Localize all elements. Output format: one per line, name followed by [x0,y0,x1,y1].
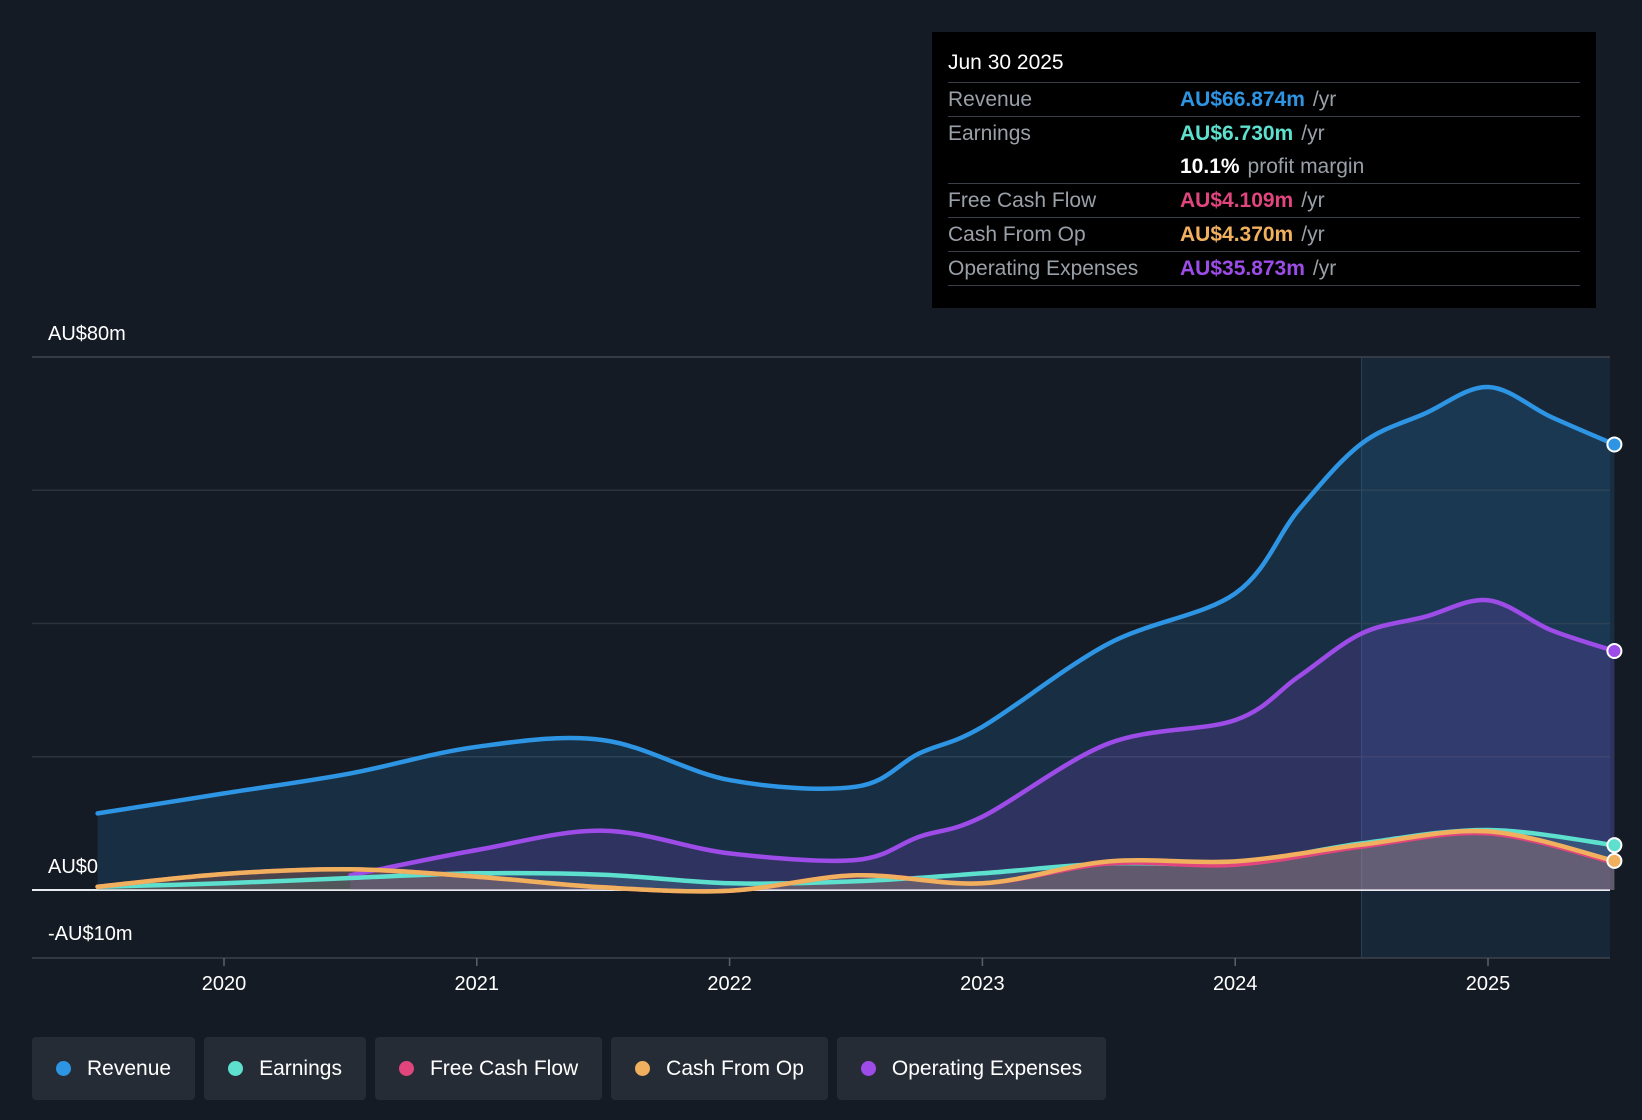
x-tick-label: 2020 [202,973,247,995]
tooltip-unit: /yr [1301,188,1325,212]
legend-item-revenue[interactable]: Revenue [32,1037,196,1100]
tooltip-label: Operating Expenses [948,256,1139,280]
tooltip-label: Revenue [948,87,1033,111]
y-label-top: AU$80m [48,323,126,345]
tooltip-row-profit-margin: 10.1% profit margin [948,150,1580,183]
x-tick-label: 2021 [455,973,500,995]
legend-dot-icon [635,1061,651,1076]
tooltip-value: AU$35.873m [1180,256,1305,280]
legend-label: Earnings [259,1056,342,1080]
tooltip-value: AU$66.874m [1180,87,1305,111]
legend-dot-icon [56,1061,71,1076]
legend-dot-icon [860,1061,876,1076]
y-label-zero: AU$0 [48,856,98,878]
area-opex [350,599,1615,890]
legend-item-free-cash-flow[interactable]: Free Cash Flow [374,1037,603,1100]
gridlines [32,356,1610,959]
legend-item-cash-from-op[interactable]: Cash From Op [611,1037,828,1100]
x-tick-label: 2022 [707,973,752,995]
x-tick-label: 2023 [960,973,1005,995]
line-cfo [95,828,1617,894]
legend-label: Cash From Op [666,1056,804,1080]
tooltip-value: 10.1% [1180,154,1240,178]
y-label-bottom: -AU$10m [48,923,132,945]
tooltip-value: AU$4.370m [1180,222,1294,246]
tooltip-unit: /yr [1301,222,1325,246]
tooltip-label: Earnings [948,121,1031,145]
tooltip-label: Free Cash Flow [948,188,1097,212]
highlight-band [1361,357,1610,958]
tooltip-divider [948,285,1580,286]
legend-dot-icon [398,1061,414,1076]
tooltip-row-free-cash-flow: Free Cash Flow AU$4.109m /yr [948,183,1580,217]
x-tick-label: 2025 [1466,973,1511,995]
legend-label: Operating Expenses [891,1056,1083,1080]
x-axis: 2020 2021 2022 2023 2024 2025 [202,958,1511,995]
end-dot-cfo [1606,852,1623,869]
area-revenue [97,386,1615,890]
x-tick-label: 2024 [1213,973,1258,995]
legend-dot-icon [228,1061,244,1076]
legend-label: Revenue [87,1056,172,1080]
legend-label: Free Cash Flow [429,1056,579,1080]
series-lines [95,384,1617,894]
tooltip-row-revenue: Revenue AU$66.874m /yr [948,82,1580,116]
area-cfo [97,830,1615,892]
tooltip-value: AU$6.730m [1180,121,1294,145]
tooltip-label: Cash From Op [948,222,1086,246]
tooltip-row-cash-from-op: Cash From Op AU$4.370m /yr [948,217,1580,251]
tooltip-value: AU$4.109m [1180,188,1294,212]
tooltip: Jun 30 2025 Revenue AU$66.874m /yr Earni… [932,32,1596,308]
tooltip-unit: /yr [1312,256,1337,280]
series-areas [97,386,1615,892]
series-end-dots [1606,436,1623,869]
tooltip-date: Jun 30 2025 [948,51,1064,74]
end-dot-revenue [1606,436,1623,453]
end-dot-earnings [1606,837,1623,854]
tooltip-row-operating-expenses: Operating Expenses AU$35.873m /yr [948,251,1580,285]
tooltip-row-earnings: Earnings AU$6.730m /yr [948,116,1580,150]
line-opex [348,597,1617,878]
legend-item-operating-expenses[interactable]: Operating Expenses [836,1037,1107,1100]
tooltip-unit: /yr [1312,87,1337,111]
legend: Revenue Earnings Free Cash Flow Cash Fro… [32,1037,1115,1100]
legend-item-earnings[interactable]: Earnings [204,1037,366,1100]
tooltip-unit: /yr [1301,121,1325,145]
line-revenue [95,384,1617,816]
end-dot-opex [1606,642,1623,659]
tooltip-unit: profit margin [1247,154,1365,178]
